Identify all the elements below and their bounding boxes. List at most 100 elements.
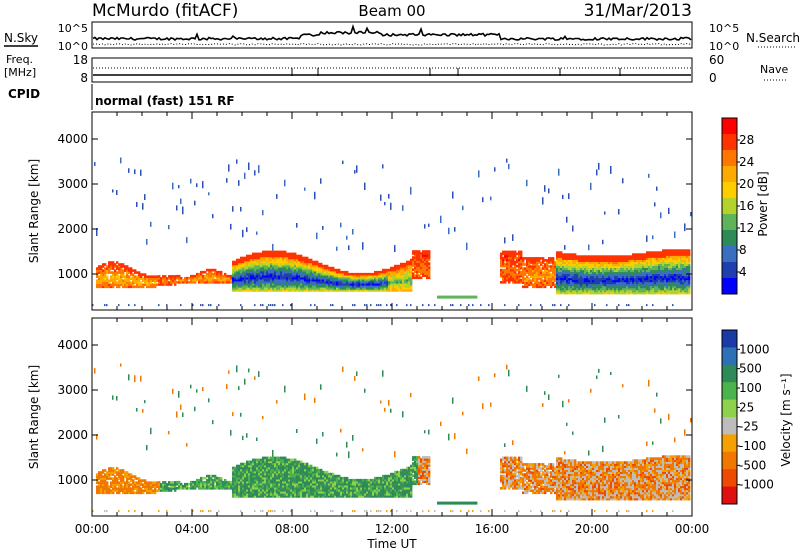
velocity-cell <box>102 481 105 484</box>
power-cell <box>304 264 307 268</box>
velocity-cell <box>292 489 295 492</box>
velocity-cell <box>258 493 261 496</box>
power-cell <box>662 291 665 295</box>
power-cell <box>520 260 523 264</box>
velocity-cell <box>214 478 217 482</box>
power-cell <box>142 279 145 282</box>
power-cell <box>586 283 589 287</box>
power-cell <box>244 276 247 280</box>
power-cell <box>270 270 273 274</box>
power-cell <box>542 267 545 270</box>
power-cell <box>632 275 635 279</box>
velocity-cell <box>260 460 263 464</box>
power-cell <box>402 266 405 270</box>
power-ground-cell <box>460 304 462 307</box>
power-cell <box>572 279 575 283</box>
power-cell <box>414 256 417 259</box>
power-cell <box>568 273 571 277</box>
power-cell <box>580 271 583 275</box>
power-cell <box>254 254 257 258</box>
power-cell <box>376 285 379 288</box>
velocity-cell <box>240 470 243 474</box>
power-cell <box>290 283 293 286</box>
power-cell <box>624 271 627 275</box>
power-cell <box>530 271 533 274</box>
power-cell <box>404 287 407 290</box>
power-cell <box>152 275 155 278</box>
power-cell <box>606 287 609 291</box>
velocity-cell <box>198 487 201 490</box>
velocity-cell <box>118 485 121 488</box>
power-cell <box>260 283 263 286</box>
velocity-cell <box>264 482 267 486</box>
velocity-cell <box>126 483 129 486</box>
power-sparse-cell <box>402 205 404 211</box>
power-cell <box>668 259 671 262</box>
power-cell <box>368 287 371 290</box>
power-cell <box>302 289 305 292</box>
power-cell <box>404 289 407 292</box>
power-cell <box>628 265 631 268</box>
power-cell <box>574 269 577 273</box>
power-cell <box>352 281 355 284</box>
power-cell <box>340 274 343 278</box>
velocity-cell <box>144 481 147 484</box>
power-cell <box>338 268 341 272</box>
velocity-cell <box>142 479 145 482</box>
power-cell <box>408 274 411 278</box>
power-cell <box>656 283 659 287</box>
power-cell <box>628 277 631 281</box>
power-cell <box>132 283 135 286</box>
power-cell <box>536 277 539 280</box>
power-cell <box>526 263 529 266</box>
velocity-cell <box>292 493 295 496</box>
power-cell <box>372 274 375 278</box>
power-cell <box>590 265 593 268</box>
velocity-cell <box>256 464 259 468</box>
power-cell <box>134 275 137 278</box>
velocity-cell <box>254 491 257 494</box>
power-cell <box>270 278 273 282</box>
velocity-cell <box>254 493 257 496</box>
power-cell <box>304 256 307 260</box>
power-cell <box>648 271 651 275</box>
power-cell <box>600 275 603 279</box>
velocity-cell <box>202 484 205 488</box>
power-sparse-cell <box>196 183 198 188</box>
velocity-cell <box>262 478 265 482</box>
power-cell <box>386 285 389 288</box>
power-cell <box>176 274 179 278</box>
power-cell <box>302 270 305 274</box>
power-cell <box>534 259 537 262</box>
velocity-sparse-cell <box>232 412 234 417</box>
power-cell <box>242 256 245 260</box>
power-cell <box>616 273 619 277</box>
power-cell <box>632 283 635 287</box>
power-cell <box>664 277 667 281</box>
power-ground-cell <box>310 304 312 307</box>
velocity-cell <box>140 483 143 486</box>
power-cell <box>600 281 603 285</box>
velocity-cell <box>272 495 275 498</box>
power-cell <box>518 270 521 274</box>
power-cell <box>380 285 383 288</box>
power-cell <box>300 258 303 262</box>
power-cell <box>348 283 351 286</box>
power-cell <box>664 281 667 285</box>
power-cell <box>264 281 267 284</box>
power-cell <box>410 258 413 262</box>
velocity-cell <box>146 483 149 486</box>
power-cell <box>246 285 249 288</box>
velocity-cell <box>278 489 281 492</box>
power-cell <box>598 281 601 285</box>
velocity-cell <box>248 484 251 488</box>
power-cell <box>296 281 299 284</box>
power-cell <box>522 277 525 280</box>
power-cell <box>510 256 513 260</box>
velocity-cell <box>122 491 125 495</box>
power-cell <box>556 281 559 285</box>
power-cell <box>552 283 555 286</box>
power-cell <box>508 260 511 264</box>
power-cell <box>356 285 359 288</box>
power-ground-cell <box>626 304 628 307</box>
